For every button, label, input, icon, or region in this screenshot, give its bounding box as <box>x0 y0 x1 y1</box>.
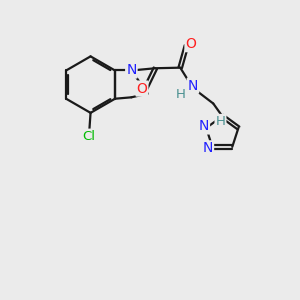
Text: N: N <box>126 64 136 77</box>
Text: H: H <box>176 88 185 101</box>
Text: H: H <box>215 115 225 128</box>
Text: N: N <box>203 141 213 155</box>
Text: N: N <box>199 119 209 134</box>
Text: N: N <box>188 79 198 93</box>
Text: O: O <box>136 82 147 96</box>
Text: Cl: Cl <box>82 130 96 142</box>
Text: O: O <box>185 37 196 51</box>
